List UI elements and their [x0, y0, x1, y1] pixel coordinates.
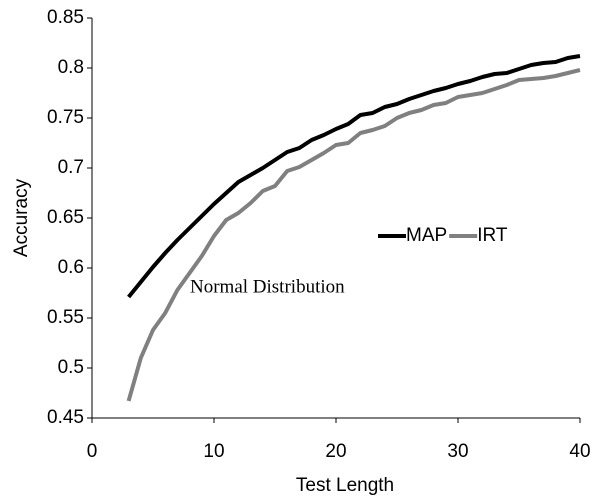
data-line: [126, 68, 581, 402]
y-axis-label: Accuracy: [11, 178, 32, 257]
legend-label: MAP: [406, 225, 447, 246]
x-tick-label: 20: [325, 441, 346, 462]
x-axis-label: Test Length: [296, 475, 394, 496]
y-tick-label: 0.75: [47, 107, 84, 128]
x-tick-label: 40: [569, 441, 590, 462]
y-tick-label: 0.6: [58, 257, 84, 278]
y-tick-label: 0.55: [47, 307, 84, 328]
y-tick-label: 0.65: [47, 207, 84, 228]
y-tick-label: 0.45: [47, 407, 84, 428]
x-tick-label: 0: [87, 441, 98, 462]
x-tick-label: 10: [203, 441, 224, 462]
legend-label: IRT: [477, 225, 508, 246]
y-tick-label: 0.5: [58, 357, 84, 378]
y-tick-label: 0.8: [58, 57, 84, 78]
data-line: [127, 54, 581, 299]
x-tick-label: 30: [447, 441, 468, 462]
y-tick-label: 0.85: [47, 7, 84, 28]
y-tick-label: 0.7: [58, 157, 84, 178]
annotation: Normal Distribution: [190, 276, 345, 297]
